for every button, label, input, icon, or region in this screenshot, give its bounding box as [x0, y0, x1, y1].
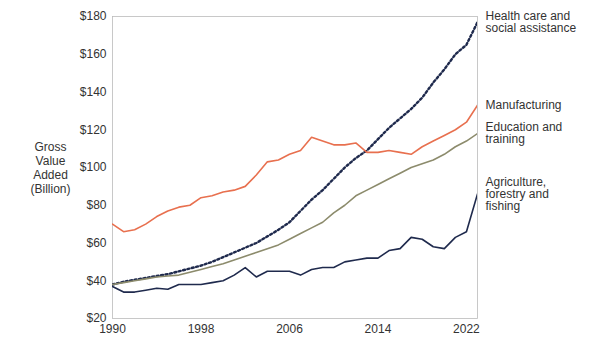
svg-text:2022: 2022 [453, 322, 480, 336]
svg-text:$40: $40 [86, 274, 106, 288]
svg-text:Manufacturing: Manufacturing [486, 98, 562, 112]
svg-text:$100: $100 [80, 160, 107, 174]
svg-text:1990: 1990 [99, 322, 126, 336]
svg-text:$140: $140 [80, 85, 107, 99]
svg-text:2014: 2014 [365, 322, 392, 336]
svg-text:2006: 2006 [276, 322, 303, 336]
svg-text:Health care andsocial assistan: Health care andsocial assistance [486, 9, 577, 35]
svg-text:$80: $80 [86, 198, 106, 212]
svg-text:Agriculture,forestry andfishin: Agriculture,forestry andfishing [486, 175, 549, 213]
svg-text:$160: $160 [80, 47, 107, 61]
svg-text:$60: $60 [86, 236, 106, 250]
svg-text:$180: $180 [80, 9, 107, 23]
svg-text:Education andtraining: Education andtraining [486, 120, 563, 146]
svg-text:$120: $120 [80, 123, 107, 137]
svg-text:GrossValueAdded(Billion): GrossValueAdded(Billion) [30, 140, 70, 195]
svg-text:$20: $20 [86, 311, 107, 326]
svg-text:1998: 1998 [188, 322, 215, 336]
